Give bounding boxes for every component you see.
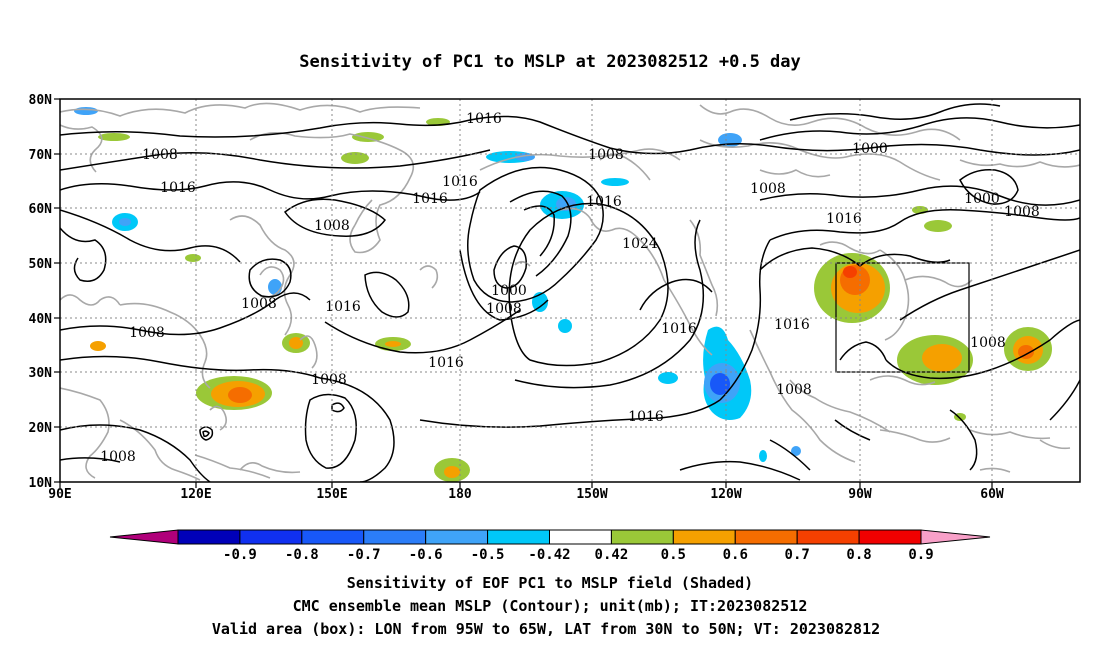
grid-lines bbox=[60, 99, 1080, 482]
contour-label: 1008 bbox=[1004, 204, 1040, 220]
lon-label: 150E bbox=[316, 487, 347, 502]
colorbar-left-extension bbox=[109, 529, 179, 545]
contour-label: 1008 bbox=[129, 325, 165, 341]
colorbar-tick-label: -0.9 bbox=[223, 547, 257, 563]
contour-label: 1008 bbox=[776, 382, 812, 398]
contour-label: 1008 bbox=[750, 181, 786, 197]
colorbar-segment bbox=[425, 529, 489, 545]
colorbar-right-extension bbox=[920, 529, 991, 545]
contour-label: 1016 bbox=[826, 211, 862, 227]
colorbar-tick-label: 0.9 bbox=[908, 547, 933, 563]
lat-label: 70N bbox=[29, 148, 53, 163]
contour-label: 1008 bbox=[142, 147, 178, 163]
colorbar: -0.9 -0.8 -0.7 -0.6 -0.5 -0.42 0.42 0.5 0.6 0.7 0.… bbox=[109, 529, 991, 563]
map-frame bbox=[59, 98, 1081, 483]
contour-label: 1016 bbox=[428, 355, 464, 371]
lon-label: 90E bbox=[48, 487, 71, 502]
contour-label: 1016 bbox=[160, 180, 196, 196]
lon-label: 150W bbox=[576, 487, 607, 502]
coastlines bbox=[60, 102, 1080, 481]
colorbar-segment bbox=[363, 529, 427, 545]
caption-line-2: CMC ensemble mean MSLP (Contour); unit(m… bbox=[293, 597, 808, 615]
colorbar-tick-label: -0.8 bbox=[285, 547, 319, 563]
colorbar-segment bbox=[610, 529, 674, 545]
caption-line-1: Sensitivity of EOF PC1 to MSLP field (Sh… bbox=[347, 574, 753, 592]
contour-label: 1008 bbox=[311, 372, 347, 388]
contour-label: 1008 bbox=[100, 449, 136, 465]
caption-line-3: Valid area (box): LON from 95W to 65W, L… bbox=[212, 620, 880, 638]
axis-ticks bbox=[54, 98, 993, 488]
positive-sensitivity-shading bbox=[90, 118, 1052, 482]
map-panel: 1016 1008 1008 1016 1016 1008 1016 1016 … bbox=[29, 93, 1081, 502]
colorbar-segment bbox=[239, 529, 303, 545]
colorbar-segment bbox=[301, 529, 365, 545]
contour-label: 1016 bbox=[628, 409, 664, 425]
colorbar-tick-label: 0.5 bbox=[661, 547, 686, 563]
lon-label: 60W bbox=[980, 487, 1004, 502]
mslp-contours bbox=[60, 103, 1080, 482]
colorbar-tick-label: 0.6 bbox=[723, 547, 748, 563]
figure-title: Sensitivity of PC1 to MSLP at 2023082512… bbox=[299, 52, 801, 72]
contour-label: 1016 bbox=[325, 299, 361, 315]
lon-label: 120W bbox=[710, 487, 741, 502]
contour-label: 1016 bbox=[586, 194, 622, 210]
colorbar-tick-label: 0.8 bbox=[846, 547, 871, 563]
negative-sensitivity-shading bbox=[74, 107, 801, 462]
contour-label: 1000 bbox=[852, 141, 888, 157]
colorbar-segment bbox=[796, 529, 860, 545]
contour-label: 1016 bbox=[661, 321, 697, 337]
contour-label: 1000 bbox=[491, 283, 527, 299]
colorbar-segment bbox=[734, 529, 798, 545]
lon-label: 180 bbox=[448, 487, 472, 502]
contour-label: 1016 bbox=[412, 191, 448, 207]
contour-labels: 1016 1008 1008 1016 1016 1008 1016 1016 … bbox=[100, 111, 1040, 465]
longitude-labels: 90E 120E 150E 180 150W 120W 90W 60W bbox=[48, 487, 1004, 502]
contour-label: 1008 bbox=[486, 301, 522, 317]
colorbar-segment bbox=[858, 529, 922, 545]
contour-label: 1016 bbox=[442, 174, 478, 190]
colorbar-tick-label: -0.42 bbox=[528, 547, 570, 563]
colorbar-tick-label: -0.6 bbox=[409, 547, 443, 563]
contour-label: 1008 bbox=[588, 147, 624, 163]
lon-label: 120E bbox=[180, 487, 211, 502]
contour-label: 1024 bbox=[622, 236, 658, 252]
lat-label: 50N bbox=[29, 257, 53, 272]
colorbar-tick-label: 0.7 bbox=[785, 547, 810, 563]
colorbar-segment bbox=[672, 529, 736, 545]
lon-label: 90W bbox=[848, 487, 872, 502]
colorbar-segment bbox=[487, 529, 551, 545]
colorbar-tick-label: 0.42 bbox=[595, 547, 629, 563]
colorbar-tick-label: -0.7 bbox=[347, 547, 381, 563]
latitude-labels: 80N 70N 60N 50N 40N 30N 20N 10N bbox=[29, 93, 53, 491]
lat-label: 30N bbox=[29, 366, 53, 381]
contour-label: 1008 bbox=[970, 335, 1006, 351]
lat-label: 20N bbox=[29, 421, 53, 436]
lat-label: 80N bbox=[29, 93, 53, 108]
contour-label: 1000 bbox=[964, 191, 1000, 207]
lat-label: 40N bbox=[29, 312, 53, 327]
contour-label: 1016 bbox=[774, 317, 810, 333]
lat-label: 10N bbox=[29, 476, 53, 491]
contour-label: 1016 bbox=[466, 111, 502, 127]
colorbar-segment bbox=[549, 529, 612, 545]
colorbar-segment bbox=[177, 529, 241, 545]
contour-label: 1008 bbox=[314, 218, 350, 234]
contour-label: 1008 bbox=[241, 296, 277, 312]
colorbar-tick-label: -0.5 bbox=[471, 547, 505, 563]
lat-label: 60N bbox=[29, 202, 53, 217]
